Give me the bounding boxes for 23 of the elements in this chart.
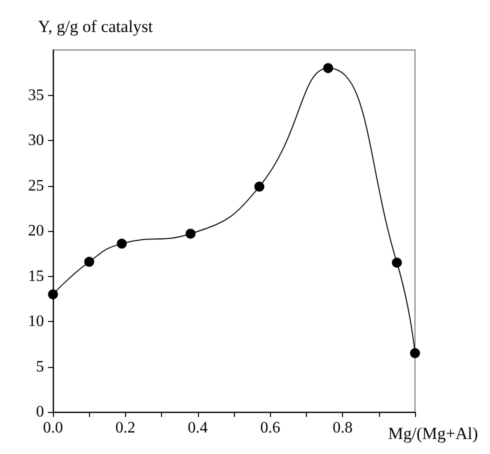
- y-tick-label: 25: [28, 177, 44, 194]
- y-tick-label: 35: [28, 86, 44, 104]
- point: [392, 258, 402, 268]
- x-tick-label: 0.4: [188, 420, 208, 436]
- y-tick-label: 30: [28, 132, 44, 149]
- point: [186, 228, 196, 239]
- x-tick-label: 0.2: [115, 420, 136, 436]
- point: [323, 63, 334, 74]
- point: [48, 289, 58, 300]
- point: [410, 348, 420, 358]
- x-tick-label: 0.6: [260, 420, 280, 436]
- y-tick-label: 15: [28, 268, 44, 285]
- y-tick-label: 20: [28, 222, 44, 240]
- y-tick-label: 10: [28, 313, 44, 330]
- y-tick-label: 0: [36, 404, 44, 420]
- x-tick-label: 0.8: [332, 420, 353, 436]
- y-axis-title: Y, g/g of catalyst: [38, 17, 154, 36]
- x-axis-title: Mg/(Mg+Al): [388, 424, 478, 443]
- text: 0.0: [43, 420, 63, 436]
- y-tick-label: 5: [36, 358, 44, 376]
- point: [116, 238, 127, 249]
- point: [84, 256, 94, 267]
- point: [254, 182, 264, 192]
